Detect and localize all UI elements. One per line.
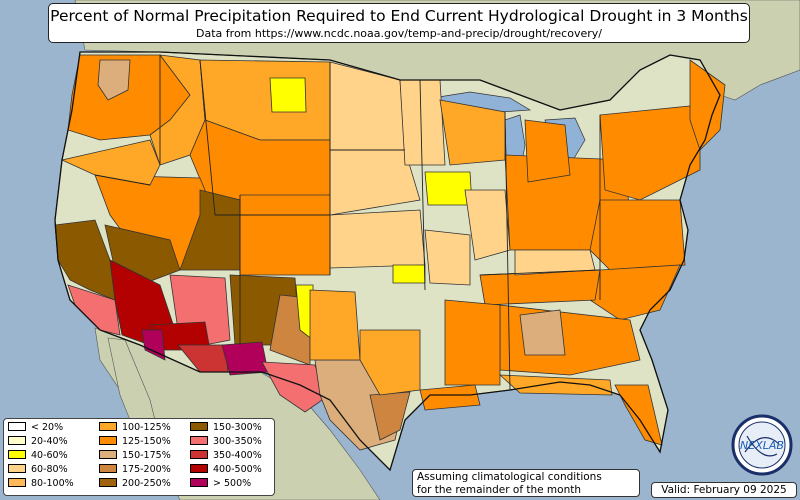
map-subtitle: Data from https://www.ncdc.noaa.gov/temp… [196,27,602,40]
legend-label: 200-250% [122,478,171,489]
region-new-england [689,59,726,151]
legend: < 20% 20-40% 40-60% 60-80% 80-100% 100-125% 12… [3,418,275,496]
legend-item: 150-300% [190,422,262,433]
region-iowa-yellow [424,171,473,206]
legend-swatch [190,422,208,431]
title-box: Percent of Normal Precipitation Required… [48,3,750,43]
legend-swatch [8,450,26,459]
legend-item: 150-175% [99,450,171,461]
legend-swatch [8,464,26,473]
legend-item: < 20% [8,422,63,433]
legend-label: 40-60% [31,450,68,461]
logo-text: NEXLAB [740,439,784,452]
legend-swatch [99,464,117,473]
legend-item: > 500% [190,478,251,489]
legend-item: 80-100% [8,478,74,489]
assumption-note: Assuming climatological conditions for t… [412,469,640,497]
legend-label: 80-100% [31,478,74,489]
legend-label: 60-80% [31,464,68,475]
legend-item: 125-150% [99,436,171,447]
map-title: Percent of Normal Precipitation Required… [50,7,748,25]
legend-label: 300-350% [213,436,262,447]
region-michigan [524,119,571,183]
nexlab-logo: NEXLAB [731,414,793,476]
legend-swatch [190,450,208,459]
legend-label: 150-300% [213,422,262,433]
legend-label: 175-200% [122,464,171,475]
legend-swatch [99,436,117,445]
legend-label: 100-125% [122,422,171,433]
region-nm-south [221,341,269,376]
legend-swatch [99,478,117,487]
legend-label: 125-150% [122,436,171,447]
legend-label: 400-500% [213,464,262,475]
valid-date: Valid: February 09 2025 [651,482,797,498]
legend-item: 350-400% [190,450,262,461]
legend-item: 60-80% [8,464,68,475]
legend-item: 100-125% [99,422,171,433]
region-nd-yellow [269,77,307,113]
region-texas-ne [309,289,361,361]
legend-swatch [8,436,26,445]
legend-label: < 20% [31,422,64,433]
region-c-california [54,219,116,301]
region-gulf-coast [498,374,613,396]
region-minnesota [399,79,446,166]
legend-swatch [99,450,117,459]
legend-swatch [190,464,208,473]
region-tennessee [479,269,601,306]
legend-item: 20-40% [8,436,68,447]
legend-item: 200-250% [99,478,171,489]
legend-swatch [190,436,208,445]
region-mississippi [444,299,501,386]
region-texas-e [359,329,421,396]
legend-label: 20-40% [31,436,68,447]
region-missouri [424,229,471,286]
region-oklahoma-yellow [392,264,426,284]
state-borders [94,55,601,391]
region-s-california [67,284,121,336]
drought-regions [54,54,726,451]
legend-label: 150-175% [122,450,171,461]
region-utah [179,189,243,271]
region-ne-oregon [97,59,131,101]
region-ga-light [519,309,566,356]
region-pennsylvania-ny [599,104,701,201]
legend-swatch [190,478,208,487]
legend-item: 400-500% [190,464,262,475]
legend-swatch [8,422,26,431]
region-n-california [60,139,161,186]
region-kansas [329,209,426,269]
region-colorado [239,194,331,276]
legend-label: 350-400% [213,450,262,461]
region-louisiana [419,384,481,411]
legend-item: 40-60% [8,450,68,461]
assumption-line-2: for the remainder of the month [417,483,582,496]
assumption-line-1: Assuming climatological conditions [417,471,602,483]
region-texas-w [261,361,326,413]
region-virginia [589,199,686,271]
legend-swatch [8,478,26,487]
region-arizona-sw [141,329,166,361]
legend-item: 175-200% [99,464,171,475]
legend-swatch [99,422,117,431]
legend-label: > 500% [213,478,252,489]
us-border-outline [54,51,721,472]
legend-item: 300-350% [190,436,262,447]
